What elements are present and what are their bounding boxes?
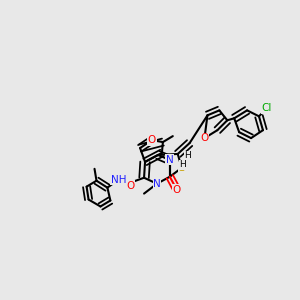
Text: N: N [153,179,161,189]
Text: O: O [200,133,208,143]
Text: S: S [178,163,185,173]
Text: NH: NH [110,175,126,185]
Text: H: H [184,152,191,160]
Text: N: N [166,155,174,165]
Text: O: O [172,184,181,195]
Text: H: H [179,160,186,169]
Text: Cl: Cl [262,103,272,113]
Text: O: O [148,135,156,145]
Text: O: O [126,181,134,191]
